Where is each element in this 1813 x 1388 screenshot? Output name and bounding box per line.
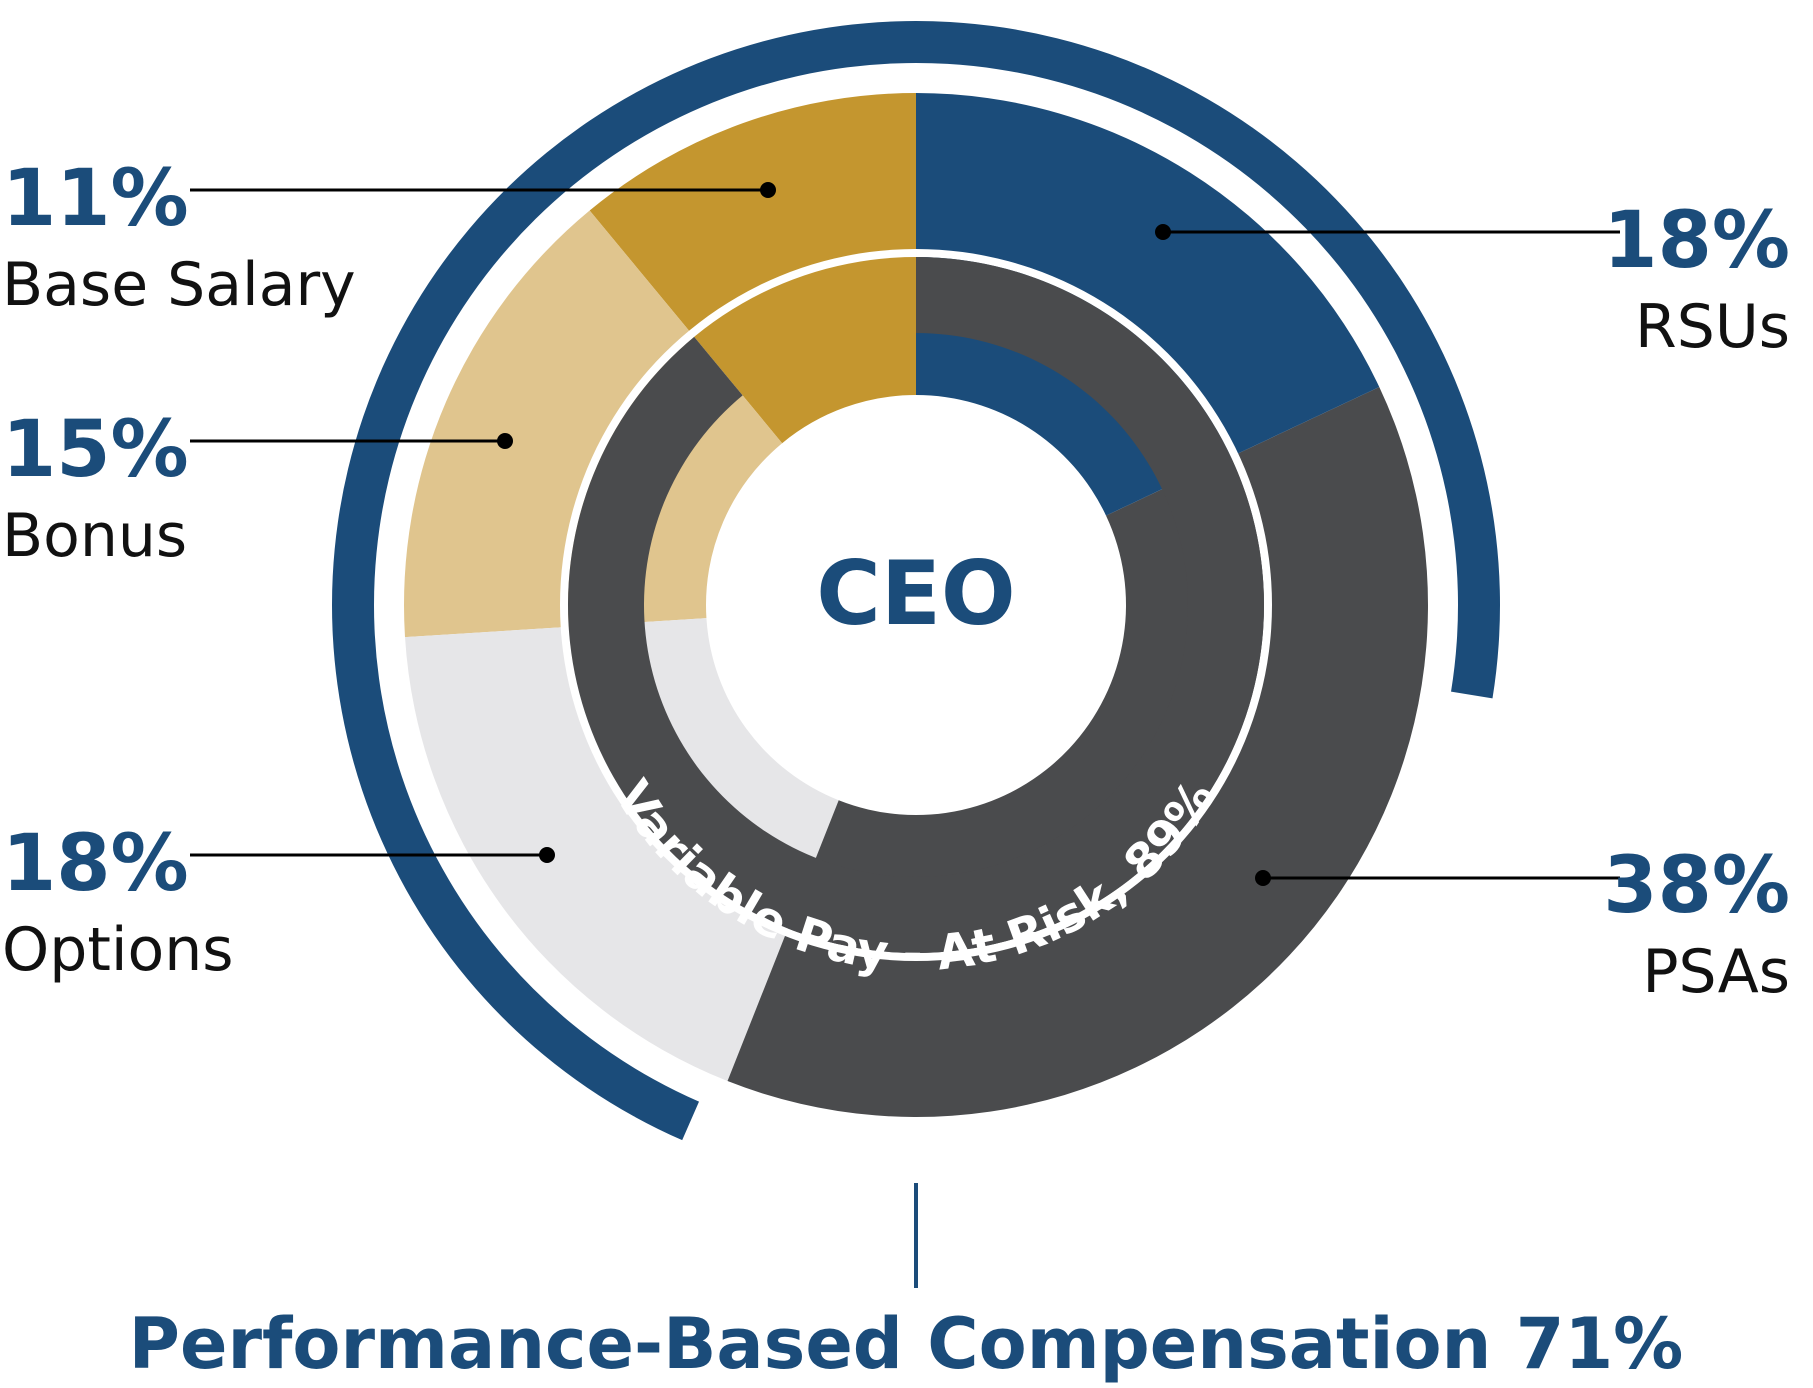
- slice-base-salary: [589, 93, 916, 444]
- leader-dot-psas: [1255, 870, 1271, 886]
- pct-label-bonus: 15%: [2, 405, 189, 495]
- pct-label-psas: 38%: [1603, 841, 1790, 931]
- name-label-base-salary: Base Salary: [2, 250, 356, 320]
- pct-label-options: 18%: [2, 819, 189, 909]
- leader-dot-rsus: [1155, 224, 1171, 240]
- leader-dot-bonus: [497, 433, 513, 449]
- slice-options: [405, 618, 839, 1082]
- name-label-psas: PSAs: [1642, 937, 1790, 1007]
- pct-label-rsus: 18%: [1603, 196, 1790, 286]
- name-label-bonus: Bonus: [2, 501, 187, 571]
- leader-dot-options: [539, 847, 555, 863]
- name-label-options: Options: [2, 915, 234, 985]
- name-label-rsus: RSUs: [1635, 292, 1790, 362]
- pct-label-base-salary: 11%: [2, 154, 189, 244]
- slice-bonus: [404, 210, 783, 638]
- slice-rsus: [916, 93, 1380, 516]
- performance-based-label: Performance-Based Compensation 71%: [129, 1303, 1684, 1383]
- slice-psas: [727, 387, 1429, 1118]
- center-label: CEO: [816, 542, 1016, 645]
- leader-dot-base-salary: [760, 182, 776, 198]
- callouts-group: 11%Base Salary15%Bonus18%Options38%PSAs1…: [2, 154, 1790, 1007]
